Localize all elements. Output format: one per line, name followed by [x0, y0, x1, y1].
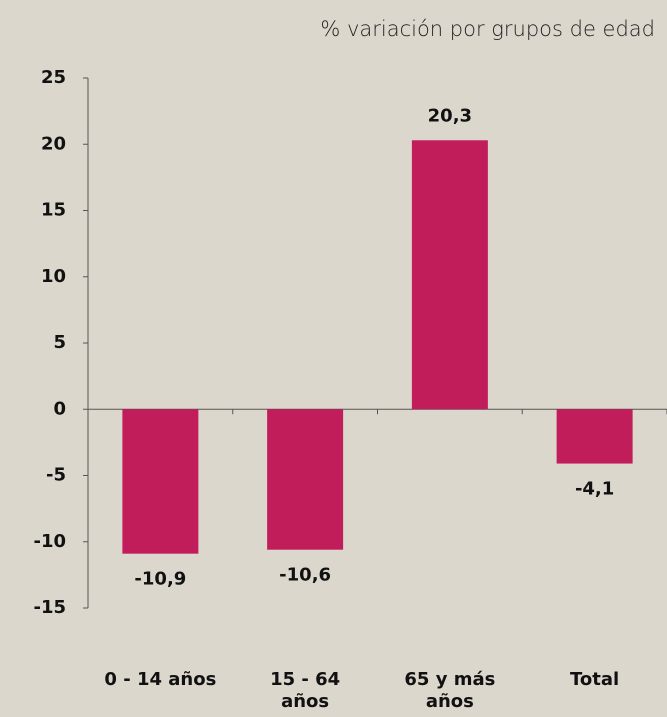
y-tick-label: 25 [41, 67, 66, 88]
x-tick-label: 15 - 64 años [270, 669, 340, 712]
x-tick-label: Total [570, 669, 619, 690]
y-tick-label: 10 [41, 266, 66, 287]
x-tick-label: 65 y más años [404, 669, 495, 712]
value-label: -10,9 [134, 569, 186, 590]
y-tick-label: 5 [53, 332, 66, 353]
y-tick-label: -10 [33, 531, 66, 552]
y-tick-label: 0 [53, 398, 66, 419]
bar [267, 409, 344, 550]
y-tick-label: 15 [41, 200, 66, 221]
chart-title: % variación por grupos de edad [320, 17, 655, 41]
value-label: -4,1 [575, 479, 614, 500]
y-tick-label: 20 [41, 133, 66, 154]
bar [556, 409, 633, 464]
x-tick-label: 0 - 14 años [104, 669, 216, 690]
value-label: 20,3 [428, 105, 472, 126]
y-tick-label: -5 [46, 465, 66, 486]
value-label: -10,6 [279, 565, 331, 586]
bar [411, 140, 488, 410]
bar [122, 409, 199, 554]
y-tick-label: -15 [33, 597, 66, 618]
